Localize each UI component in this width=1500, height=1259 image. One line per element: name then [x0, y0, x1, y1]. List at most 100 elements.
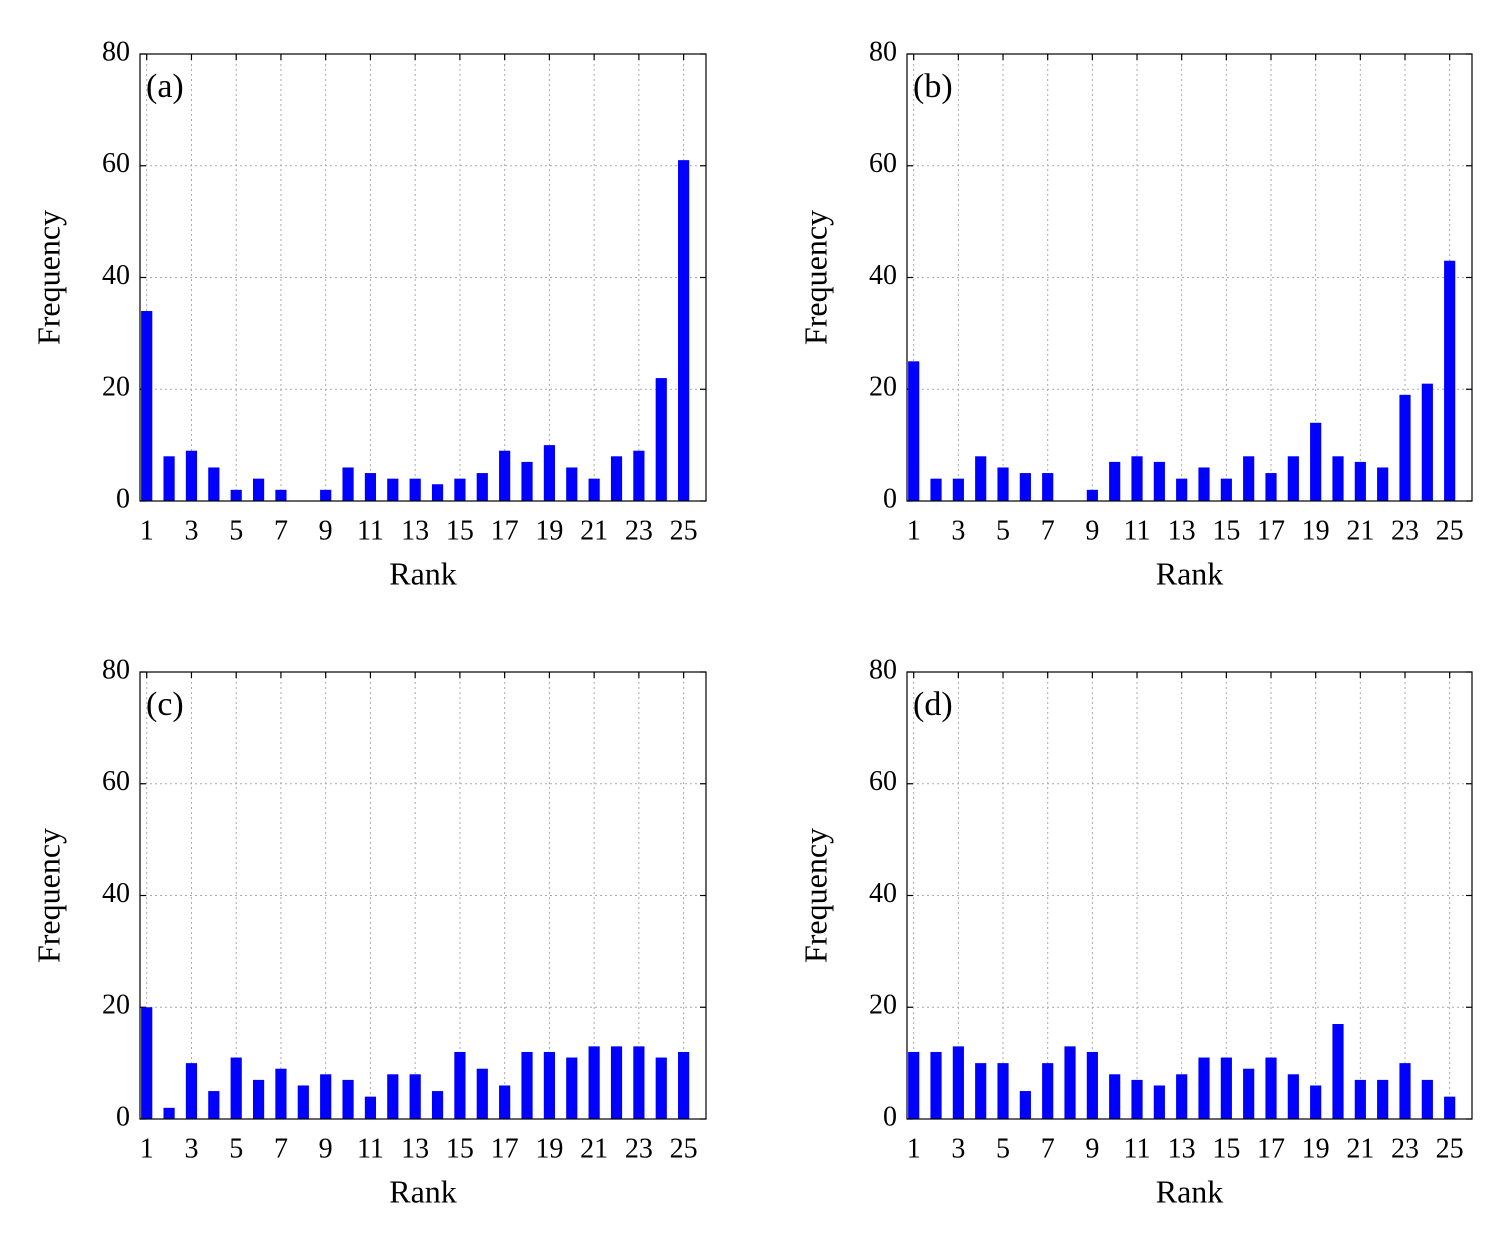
bar [1131, 1079, 1143, 1119]
bar [1086, 1051, 1098, 1119]
bar [185, 1063, 198, 1119]
bar [975, 1063, 987, 1119]
x-tick-label: 9 [319, 515, 333, 546]
x-tick-label: 17 [1257, 515, 1285, 546]
bar [454, 1051, 466, 1119]
bar [678, 1051, 690, 1119]
bar [952, 478, 964, 501]
x-tick-label: 23 [1391, 515, 1419, 546]
bar [610, 1046, 623, 1119]
x-axis-label: Rank [389, 555, 457, 591]
x-tick-label: 1 [907, 515, 921, 546]
bar [543, 1051, 555, 1119]
bar [387, 1074, 399, 1119]
x-tick-label: 21 [580, 515, 608, 546]
x-tick-label: 5 [996, 1133, 1010, 1164]
x-tick-label: 5 [229, 1133, 243, 1164]
y-tick-label: 60 [869, 148, 897, 179]
bar [230, 1057, 242, 1119]
y-axis-label: Frequency [797, 210, 833, 345]
bar [364, 1096, 377, 1119]
x-tick-label: 13 [1168, 1133, 1196, 1164]
y-tick-label: 80 [869, 36, 897, 67]
bar [588, 1046, 600, 1119]
bar [1310, 422, 1322, 501]
y-tick-label: 60 [869, 766, 897, 797]
x-tick-label: 23 [625, 515, 653, 546]
y-tick-label: 40 [869, 260, 897, 291]
bar [1176, 1074, 1188, 1119]
bar [1019, 1091, 1031, 1119]
bar [252, 1079, 265, 1119]
bar [1198, 1057, 1210, 1119]
bar [952, 1046, 964, 1119]
bar [297, 1085, 309, 1119]
panel-label: (d) [913, 686, 953, 723]
bar [499, 450, 511, 501]
bar [930, 478, 942, 501]
x-tick-label: 23 [1391, 1133, 1419, 1164]
bar [1354, 1079, 1366, 1119]
bar [975, 456, 987, 501]
bar [1377, 467, 1389, 501]
bar [1109, 461, 1121, 501]
bar [1220, 1057, 1232, 1119]
x-tick-label: 9 [1085, 515, 1099, 546]
x-tick-label: 3 [951, 515, 965, 546]
panel-label: (b) [913, 68, 953, 105]
x-tick-label: 7 [1041, 515, 1055, 546]
bar [1399, 1063, 1411, 1119]
bar [1310, 1085, 1322, 1119]
bar [431, 1091, 444, 1119]
bar [1064, 1046, 1076, 1119]
bar [1444, 1096, 1456, 1119]
bar [1243, 1068, 1255, 1119]
x-tick-label: 11 [1124, 1133, 1151, 1164]
x-tick-label: 15 [1212, 1133, 1240, 1164]
bar [1332, 1024, 1344, 1119]
bar [1019, 473, 1031, 501]
bar [208, 467, 220, 501]
bar [275, 489, 287, 501]
x-tick-label: 3 [184, 515, 198, 546]
x-tick-label: 19 [1302, 1133, 1330, 1164]
bar [997, 1063, 1009, 1119]
bar [163, 1107, 175, 1119]
y-tick-label: 0 [116, 483, 130, 514]
bar [1153, 1085, 1165, 1119]
panel-label: (a) [146, 68, 184, 105]
bar [610, 456, 623, 501]
bar [1042, 473, 1054, 501]
bar [320, 1074, 332, 1119]
y-tick-label: 40 [102, 260, 130, 291]
x-tick-label: 11 [357, 1133, 384, 1164]
x-axis-label: Rank [1156, 1173, 1224, 1209]
bar [1444, 260, 1456, 501]
bar [521, 1051, 533, 1119]
x-axis-label: Rank [389, 1173, 457, 1209]
bar [1131, 456, 1143, 501]
y-axis-label: Frequency [797, 828, 833, 963]
x-axis-label: Rank [1156, 555, 1224, 591]
y-tick-label: 20 [869, 372, 897, 403]
y-tick-label: 80 [102, 654, 130, 685]
y-tick-label: 0 [883, 483, 897, 514]
bar [230, 489, 242, 501]
x-tick-label: 7 [274, 515, 288, 546]
x-tick-label: 19 [535, 515, 563, 546]
x-tick-label: 7 [1041, 1133, 1055, 1164]
x-tick-label: 5 [229, 515, 243, 546]
x-tick-label: 25 [1436, 1133, 1464, 1164]
bar [163, 456, 175, 501]
x-tick-label: 7 [274, 1133, 288, 1164]
bar [476, 473, 488, 501]
x-tick-label: 17 [1257, 1133, 1285, 1164]
y-tick-label: 40 [869, 878, 897, 909]
x-tick-label: 13 [401, 1133, 429, 1164]
bar [1109, 1074, 1121, 1119]
bar [364, 473, 377, 501]
bar [454, 478, 466, 501]
bar [1086, 489, 1098, 501]
bar [275, 1068, 287, 1119]
bar [588, 478, 600, 501]
